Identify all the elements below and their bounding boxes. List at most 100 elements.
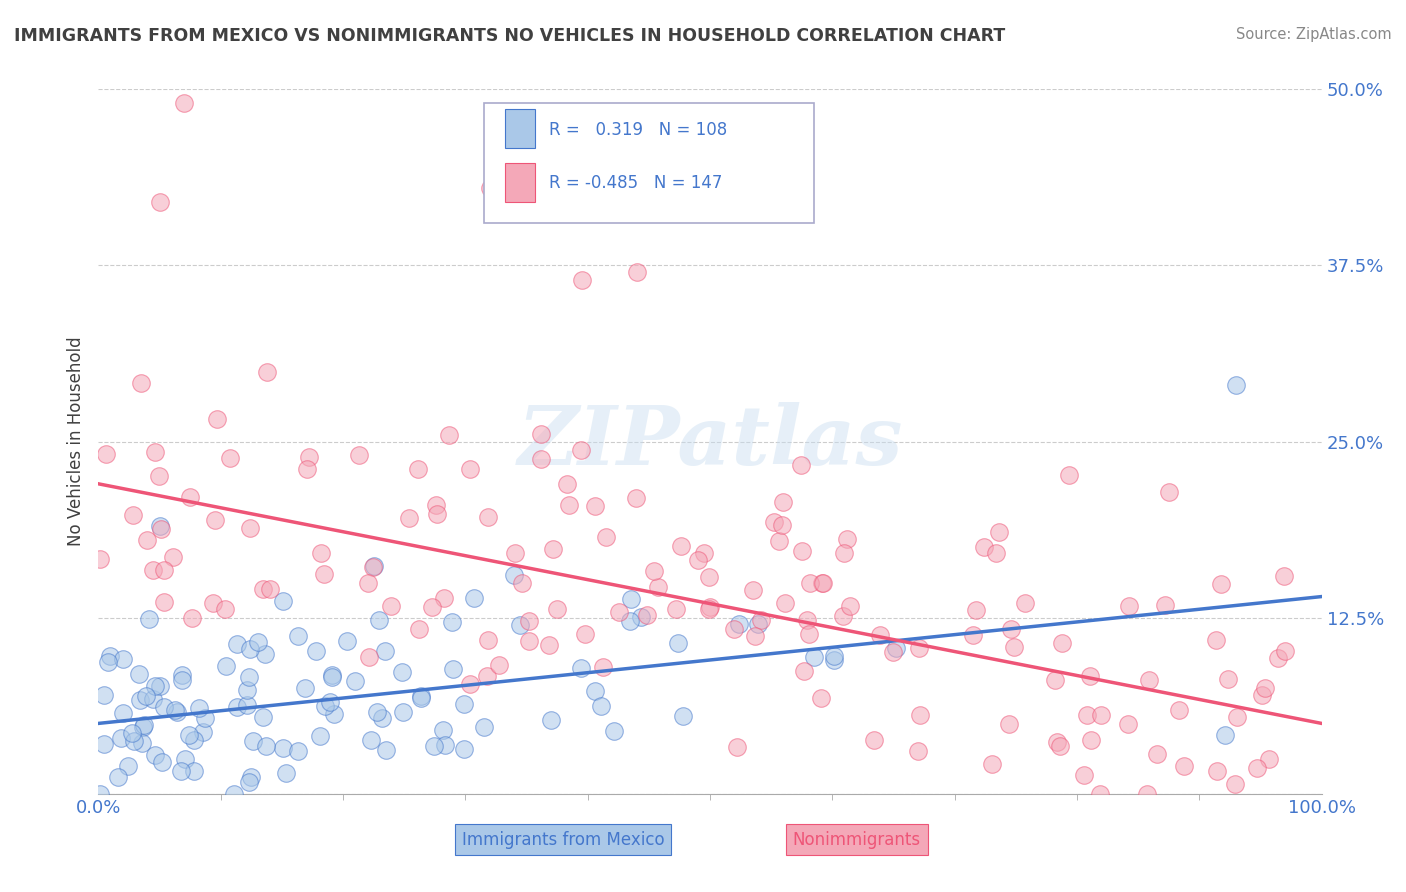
Point: [437, 428, 460, 442]
Point: [477, 632, 499, 647]
Point: [235, 683, 257, 698]
Point: [363, 558, 385, 573]
Point: [271, 741, 294, 756]
Point: [1088, 787, 1111, 801]
Point: [1004, 640, 1026, 654]
Point: [380, 599, 402, 613]
Point: [93, 737, 115, 751]
Point: [149, 522, 172, 536]
Point: [304, 644, 326, 658]
Point: [741, 583, 763, 598]
Point: [391, 705, 413, 719]
Point: [93, 688, 115, 702]
Point: [458, 462, 481, 476]
Point: [135, 689, 157, 703]
Point: [773, 596, 796, 610]
Point: [699, 599, 721, 614]
Point: [789, 458, 811, 473]
Point: [361, 560, 384, 574]
Point: [636, 607, 658, 622]
Point: [408, 623, 430, 637]
Text: Source: ZipAtlas.com: Source: ZipAtlas.com: [1236, 27, 1392, 42]
Point: [181, 611, 204, 625]
Point: [797, 626, 820, 640]
Point: [973, 540, 995, 554]
Point: [162, 549, 184, 564]
Point: [1050, 636, 1073, 650]
Point: [132, 719, 155, 733]
Point: [962, 628, 984, 642]
Point: [607, 605, 630, 619]
Point: [252, 710, 274, 724]
Point: [398, 511, 420, 525]
Point: [295, 462, 318, 476]
Point: [799, 576, 821, 591]
Point: [433, 591, 456, 605]
Point: [321, 668, 343, 682]
Point: [142, 563, 165, 577]
Point: [142, 692, 165, 706]
Point: [441, 663, 464, 677]
Point: [207, 412, 229, 426]
Point: [1267, 651, 1289, 665]
Point: [884, 640, 907, 655]
Point: [1274, 644, 1296, 658]
Point: [811, 576, 834, 591]
Point: [368, 613, 391, 627]
Point: [583, 684, 606, 698]
Text: Immigrants from Mexico: Immigrants from Mexico: [463, 830, 665, 848]
Point: [259, 582, 281, 596]
Point: [1173, 759, 1195, 773]
Point: [571, 273, 593, 287]
Point: [1225, 378, 1247, 392]
Bar: [505, 163, 536, 202]
Point: [273, 594, 295, 608]
Point: [287, 744, 309, 758]
Point: [540, 713, 562, 727]
Point: [517, 633, 540, 648]
Point: [472, 720, 495, 734]
Point: [138, 612, 160, 626]
Point: [832, 608, 855, 623]
Point: [226, 637, 249, 651]
Point: [672, 708, 695, 723]
Point: [1157, 485, 1180, 500]
Point: [149, 679, 172, 693]
Point: [391, 665, 413, 680]
Point: [426, 507, 449, 521]
Point: [311, 546, 333, 560]
Point: [583, 500, 606, 514]
Point: [1215, 728, 1237, 742]
Text: R =   0.319   N = 108: R = 0.319 N = 108: [548, 121, 727, 139]
Text: IMMIGRANTS FROM MEXICO VS NONIMMIGRANTS NO VEHICLES IN HOUSEHOLD CORRELATION CHA: IMMIGRANTS FROM MEXICO VS NONIMMIGRANTS …: [14, 27, 1005, 45]
Point: [1146, 747, 1168, 761]
Point: [153, 563, 176, 577]
Bar: [505, 109, 536, 148]
Point: [862, 733, 884, 747]
Point: [170, 764, 193, 778]
Text: ZIPatlas: ZIPatlas: [517, 401, 903, 482]
Point: [624, 491, 647, 505]
Point: [177, 729, 200, 743]
Point: [110, 731, 132, 746]
Point: [1167, 703, 1189, 717]
Point: [321, 670, 343, 684]
Point: [1046, 734, 1069, 748]
Point: [697, 569, 720, 583]
Point: [475, 669, 498, 683]
Point: [488, 658, 510, 673]
Point: [478, 181, 501, 195]
Point: [409, 691, 432, 706]
Point: [747, 616, 769, 631]
FancyBboxPatch shape: [484, 103, 814, 223]
Point: [823, 653, 845, 667]
Point: [420, 600, 443, 615]
Point: [869, 628, 891, 642]
Point: [665, 602, 688, 616]
Point: [143, 679, 166, 693]
Point: [796, 613, 818, 627]
Point: [453, 742, 475, 756]
Point: [723, 622, 745, 636]
Point: [322, 706, 344, 721]
Point: [1076, 707, 1098, 722]
